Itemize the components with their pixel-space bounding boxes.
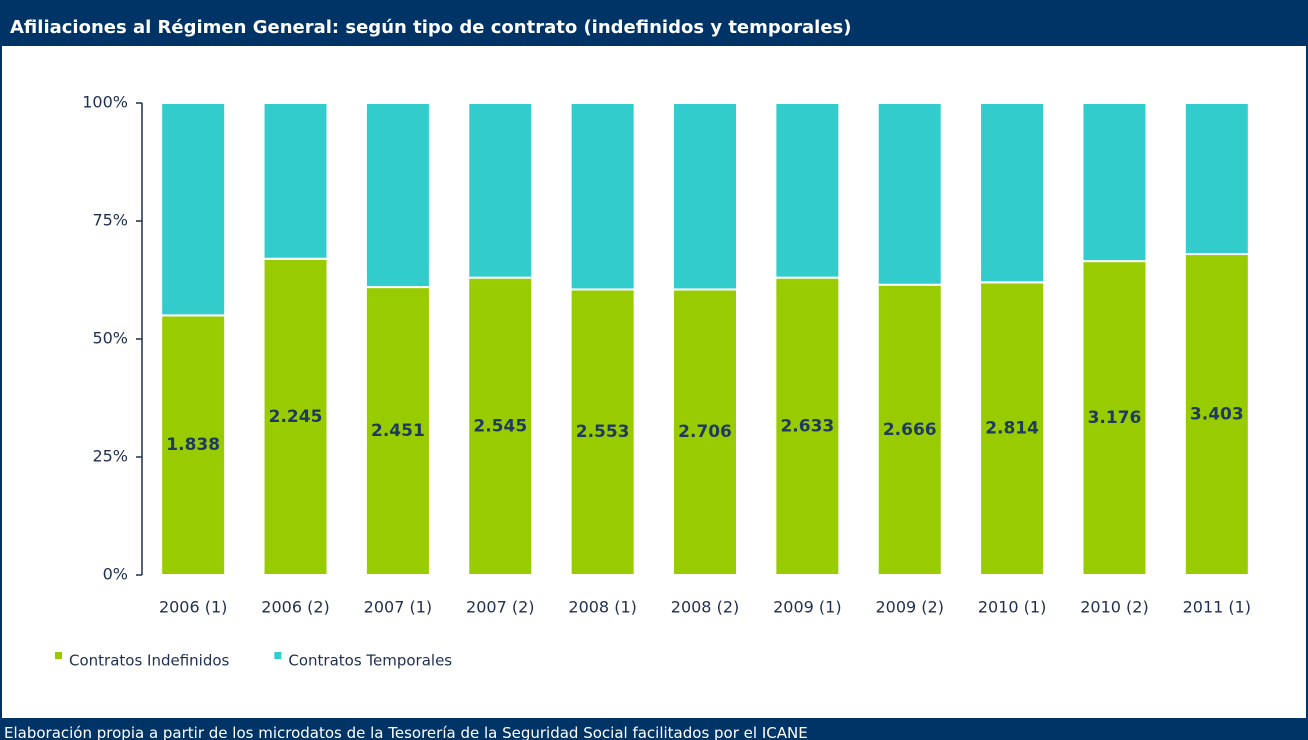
bar-segment xyxy=(569,288,636,576)
x-tick-label: 2008 (1) xyxy=(568,598,636,617)
x-tick-label: 2011 (1) xyxy=(1183,598,1251,617)
footnote: Elaboración propia a partir de los micro… xyxy=(4,724,808,740)
bar-segment xyxy=(979,281,1046,576)
header xyxy=(0,0,1308,46)
footer xyxy=(0,718,1308,740)
bar-segment xyxy=(160,102,227,317)
legend-swatch xyxy=(55,652,62,659)
y-tick-label: 50% xyxy=(92,329,128,348)
bar-segment xyxy=(160,314,227,576)
bar-segment xyxy=(1081,102,1148,263)
bar-segment xyxy=(774,102,841,279)
legend-swatch xyxy=(274,652,282,659)
data-label: 2.451 xyxy=(371,421,425,441)
bar-segment xyxy=(1081,260,1148,576)
data-label: 2.545 xyxy=(473,416,527,436)
x-tick-label: 2010 (2) xyxy=(1080,598,1148,617)
data-label: 1.838 xyxy=(166,435,220,455)
bar-segment xyxy=(672,288,738,576)
data-label: 2.814 xyxy=(985,419,1039,439)
x-tick-label: 2007 (2) xyxy=(466,598,534,617)
x-tick-label: 2008 (2) xyxy=(671,598,739,617)
data-label: 2.633 xyxy=(780,416,834,436)
bar-segment xyxy=(364,102,431,289)
legend-label: Contratos Indefinidos xyxy=(69,652,230,670)
x-tick-label: 2006 (1) xyxy=(159,598,227,617)
x-tick-label: 2009 (1) xyxy=(773,598,841,617)
bar-segment xyxy=(1183,102,1250,256)
x-tick-label: 2007 (1) xyxy=(364,598,432,617)
y-tick-label: 75% xyxy=(92,211,128,230)
x-tick-label: 2006 (2) xyxy=(261,598,329,617)
x-tick-label: 2010 (1) xyxy=(978,598,1046,617)
data-label: 2.553 xyxy=(576,422,630,442)
bar-segment xyxy=(467,102,534,279)
bar-segment xyxy=(467,276,534,576)
y-tick-label: 25% xyxy=(92,447,128,466)
bar-segment xyxy=(364,286,431,576)
y-tick-label: 0% xyxy=(103,565,128,584)
data-label: 3.403 xyxy=(1190,405,1244,425)
data-label: 2.666 xyxy=(883,420,937,440)
bar-segment xyxy=(979,102,1046,284)
bar-segment xyxy=(262,102,329,260)
bar-segment xyxy=(876,102,943,286)
bar-segment xyxy=(262,257,329,576)
bar-segment xyxy=(672,102,738,291)
bar-segment xyxy=(1183,253,1250,576)
bar-segment xyxy=(876,283,943,576)
y-tick-label: 100% xyxy=(82,93,128,112)
x-tick-label: 2009 (2) xyxy=(875,598,943,617)
data-label: 2.706 xyxy=(678,422,732,442)
legend-label: Contratos Temporales xyxy=(288,652,452,670)
bar-segment xyxy=(569,102,636,291)
data-label: 2.245 xyxy=(269,407,323,427)
data-label: 3.176 xyxy=(1088,408,1142,428)
chart-title: Afiliaciones al Régimen General: según t… xyxy=(10,17,851,38)
